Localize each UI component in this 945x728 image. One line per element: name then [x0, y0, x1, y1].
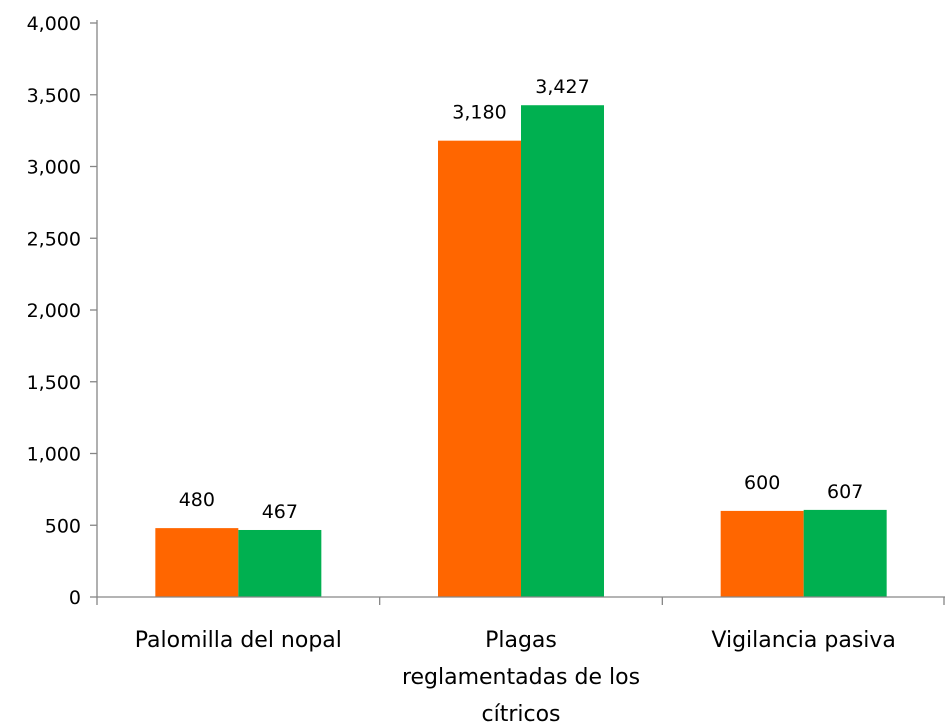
bar — [438, 140, 521, 598]
bars-group — [155, 105, 887, 598]
bar — [720, 510, 804, 597]
y-tick-label: 2,500 — [27, 228, 81, 250]
bar — [238, 529, 322, 597]
y-tick-label: 3,000 — [27, 157, 81, 179]
bar — [155, 528, 239, 597]
y-tick-label: 4,000 — [27, 13, 81, 35]
data-label: 3,427 — [535, 76, 589, 98]
data-label: 467 — [262, 501, 298, 523]
y-tick-label: 0 — [69, 587, 81, 609]
y-tick-label: 3,500 — [27, 85, 81, 107]
x-category-label: Palomilla del nopal — [135, 628, 342, 653]
x-axis-ticks: Palomilla del nopal Plagas reglamentadas d… — [96, 597, 945, 727]
x-category-label: Vigilancia pasiva — [711, 628, 896, 653]
x-category-label: Plagas — [485, 628, 557, 653]
data-label: 607 — [827, 481, 863, 503]
bar — [521, 105, 604, 598]
y-tick-label: 1,500 — [27, 372, 81, 394]
y-tick-label: 1,000 — [27, 444, 81, 466]
x-category-label: reglamentadas de los — [402, 665, 640, 690]
y-axis-ticks: 0 500 1,000 1,500 2,000 2,500 3,000 3,500 4,000 — [27, 13, 97, 609]
x-category-label: cítricos — [481, 702, 560, 727]
data-label: 600 — [744, 472, 780, 494]
data-label: 480 — [179, 489, 215, 511]
y-tick-label: 2,000 — [27, 300, 81, 322]
bar — [803, 509, 887, 597]
axes-group — [96, 20, 945, 598]
data-label: 3,180 — [452, 102, 506, 124]
y-tick-label: 500 — [45, 515, 81, 537]
data-labels-group: 480 467 3,180 3,427 600 607 — [179, 76, 864, 523]
